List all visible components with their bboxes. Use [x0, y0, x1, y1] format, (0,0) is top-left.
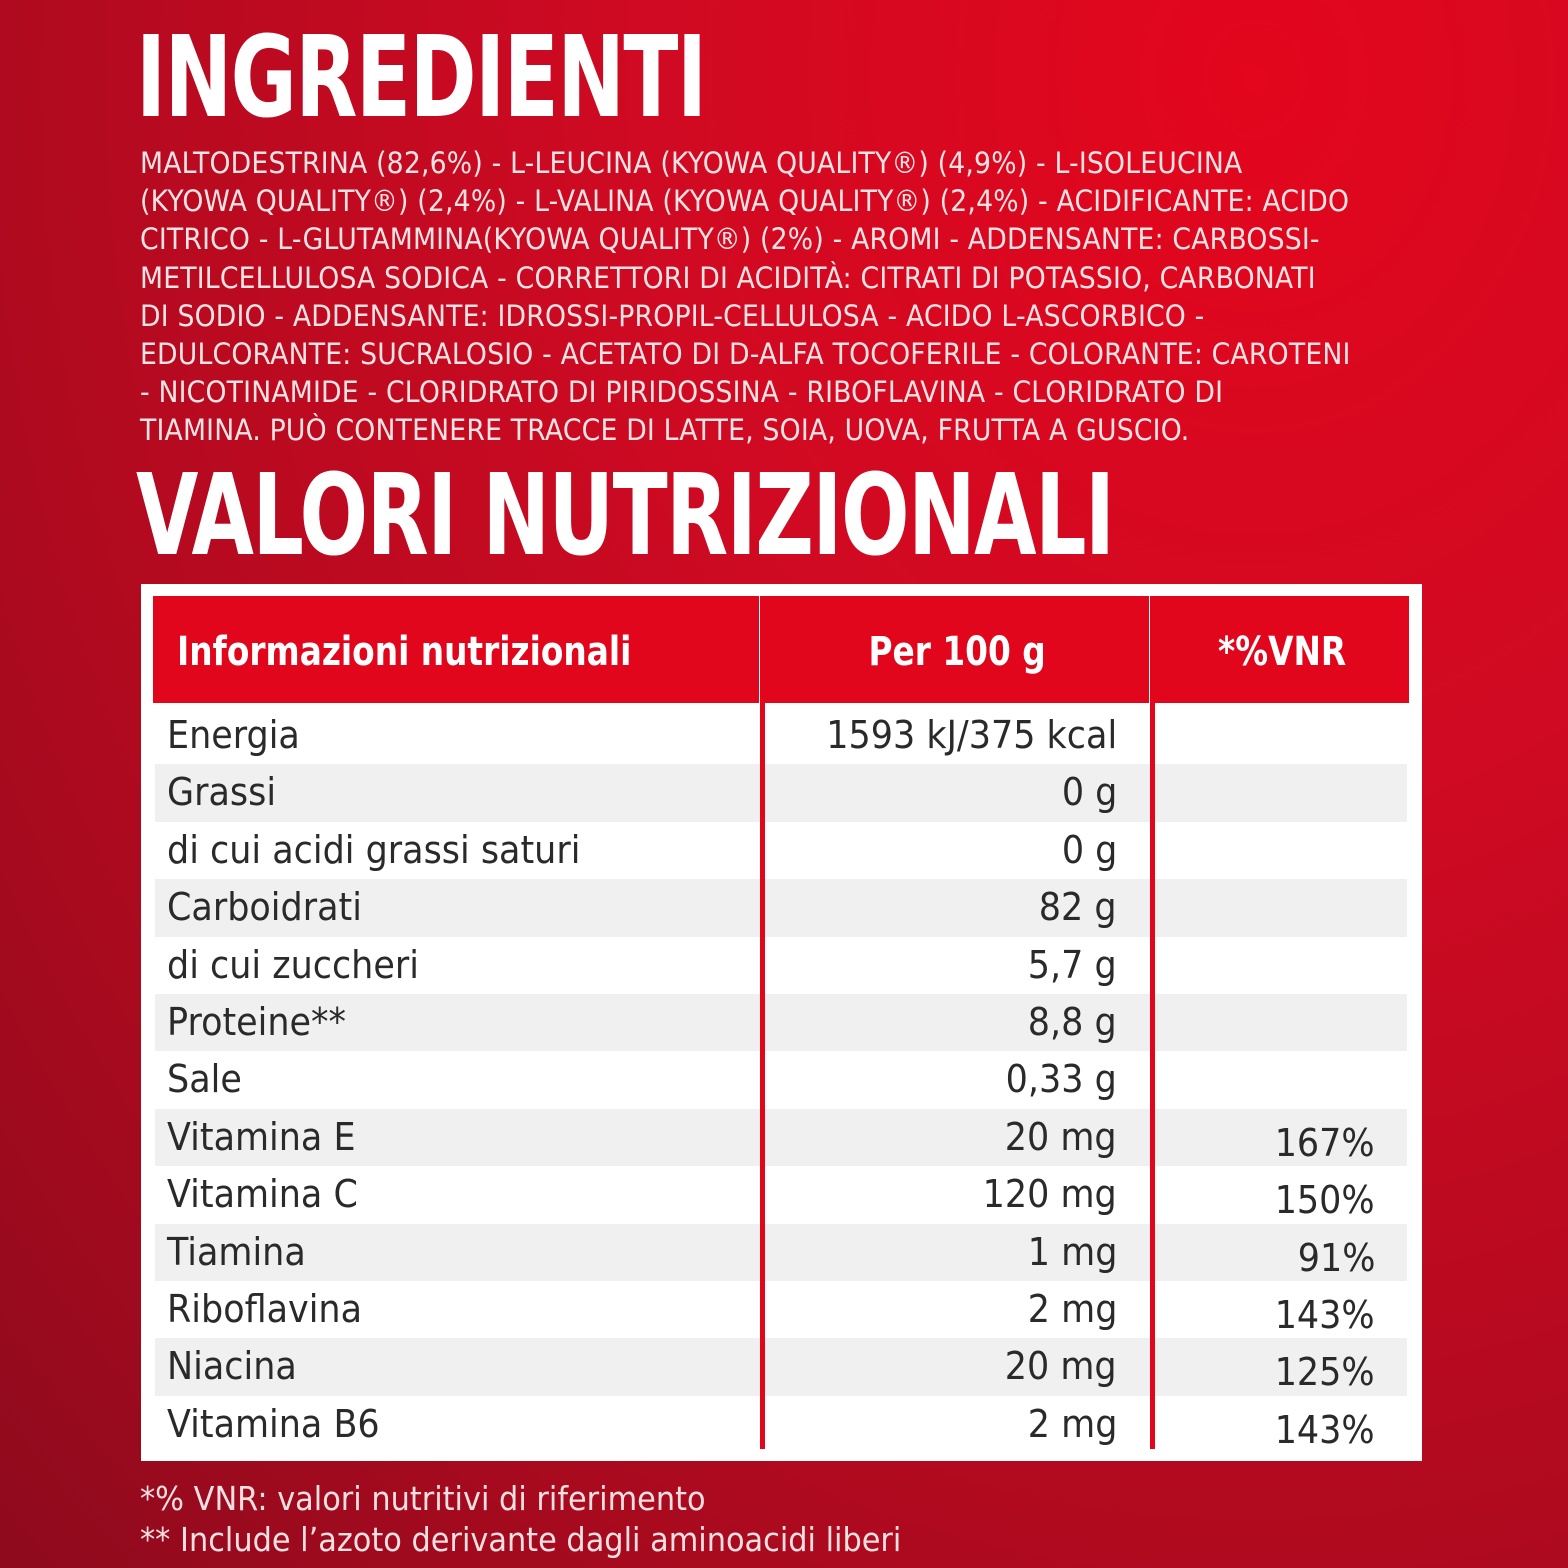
column-divider	[1150, 596, 1155, 1449]
nutrient-vnr: 91%	[1297, 1235, 1375, 1280]
nutrient-name: Vitamina C	[167, 1172, 358, 1217]
table-row: Tiamina 1 mg 91%	[155, 1223, 1407, 1281]
footnotes: *% VNR: valori nutritivi di riferimento …	[140, 1478, 968, 1560]
table-row: Grassi 0 g	[155, 764, 1407, 822]
ingredients-line: (KYOWA QUALITY®) (2,4%) - L-VALINA (KYOW…	[140, 184, 1350, 219]
table-row: Niacina 20 mg 125%	[155, 1338, 1407, 1396]
table-row: Proteine** 8,8 g	[155, 993, 1407, 1052]
nutrient-value: 0,33 g	[1005, 1057, 1117, 1102]
nutrient-name: di cui zuccheri	[167, 942, 419, 987]
ingredients-line: DI SODIO - ADDENSANTE: IDROSSI-PROPIL-CE…	[140, 298, 1205, 333]
ingredients-title: INGREDIENTI	[136, 13, 707, 143]
nutrient-vnr: 143%	[1275, 1292, 1375, 1337]
nutrient-value: 0 g	[1061, 770, 1117, 815]
nutrient-vnr: 167%	[1275, 1120, 1375, 1165]
nutrient-value: 20 mg	[1005, 1344, 1117, 1389]
nutrient-value: 5,7 g	[1028, 942, 1117, 987]
header-per-100g: Per 100 g	[765, 596, 1149, 703]
footnote-protein: ** Include l’azoto derivante dagli amino…	[140, 1520, 902, 1559]
nutrient-value: 2 mg	[1027, 1401, 1117, 1446]
nutrient-name: Riboflavina	[167, 1286, 363, 1331]
nutrient-name: di cui acidi grassi saturi	[167, 827, 581, 872]
nutrient-value: 2 mg	[1027, 1286, 1117, 1331]
ingredients-line: MALTODESTRINA (82,6%) - L-LEUCINA (KYOWA…	[140, 146, 1243, 180]
nutrient-name: Carboidrati	[167, 885, 362, 930]
ingredients-list: MALTODESTRINA (82,6%) - L-LEUCINA (KYOWA…	[140, 144, 1560, 450]
nutrient-name: Sale	[167, 1057, 242, 1102]
table-header: Informazioni nutrizionali Per 100 g *%VN…	[153, 596, 1409, 703]
table-row: Vitamina C 120 mg 150%	[155, 1166, 1407, 1223]
table-row: di cui acidi grassi saturi 0 g	[155, 822, 1407, 879]
nutrient-value: 82 g	[1039, 885, 1117, 930]
table-body: Energia 1593 kJ/375 kcal Grassi 0 g di c…	[155, 707, 1407, 1453]
nutrient-value: 20 mg	[1005, 1114, 1117, 1159]
nutrient-name: Grassi	[167, 770, 277, 815]
table-row: di cui zuccheri 5,7 g	[155, 937, 1407, 994]
nutrient-value: 8,8 g	[1028, 999, 1117, 1044]
ingredients-line: METILCELLULOSA SODICA - CORRETTORI DI AC…	[140, 260, 1316, 295]
nutrient-name: Vitamina B6	[167, 1401, 380, 1446]
nutrient-name: Tiamina	[167, 1229, 306, 1274]
nutrient-value: 1 mg	[1027, 1229, 1117, 1274]
ingredients-line: CITRICO - L-GLUTAMMINA(KYOWA QUALITY®) (…	[140, 222, 1320, 257]
ingredients-line: TIAMINA. PUÒ CONTENERE TRACCE DI LATTE, …	[140, 413, 1190, 448]
table-row: Energia 1593 kJ/375 kcal	[155, 707, 1407, 764]
nutrient-vnr: 143%	[1275, 1407, 1375, 1452]
header-nutrition-info: Informazioni nutrizionali	[153, 596, 759, 703]
header-vnr: *%VNR	[1155, 596, 1409, 703]
footnote-vnr: *% VNR: valori nutritivi di riferimento	[140, 1479, 706, 1518]
column-divider	[760, 596, 765, 1449]
nutrient-name: Energia	[167, 713, 300, 757]
ingredients-line: - NICOTINAMIDE - CLORIDRATO DI PIRIDOSSI…	[140, 375, 1224, 410]
nutrient-name: Niacina	[167, 1344, 297, 1389]
nutrition-title: VALORI NUTRIZIONALI	[136, 451, 1115, 581]
table-row: Vitamina B6 2 mg 143%	[155, 1396, 1407, 1453]
nutrient-name: Proteine**	[167, 999, 347, 1044]
nutrient-value: 120 mg	[982, 1172, 1117, 1217]
nutrient-name: Vitamina E	[167, 1114, 356, 1159]
nutrient-value: 1593 kJ/375 kcal	[826, 713, 1117, 757]
table-row: Sale 0,33 g	[155, 1051, 1407, 1108]
nutrient-value: 0 g	[1061, 827, 1117, 872]
nutrition-table: Informazioni nutrizionali Per 100 g *%VN…	[141, 584, 1422, 1461]
table-row: Vitamina E 20 mg 167%	[155, 1108, 1407, 1167]
ingredients-line: EDULCORANTE: SUCRALOSIO - ACETATO DI D-A…	[140, 337, 1351, 372]
nutrient-vnr: 125%	[1275, 1350, 1375, 1395]
table-row: Riboflavina 2 mg 143%	[155, 1281, 1407, 1338]
nutrient-vnr: 150%	[1275, 1178, 1375, 1223]
table-row: Carboidrati 82 g	[155, 879, 1407, 937]
